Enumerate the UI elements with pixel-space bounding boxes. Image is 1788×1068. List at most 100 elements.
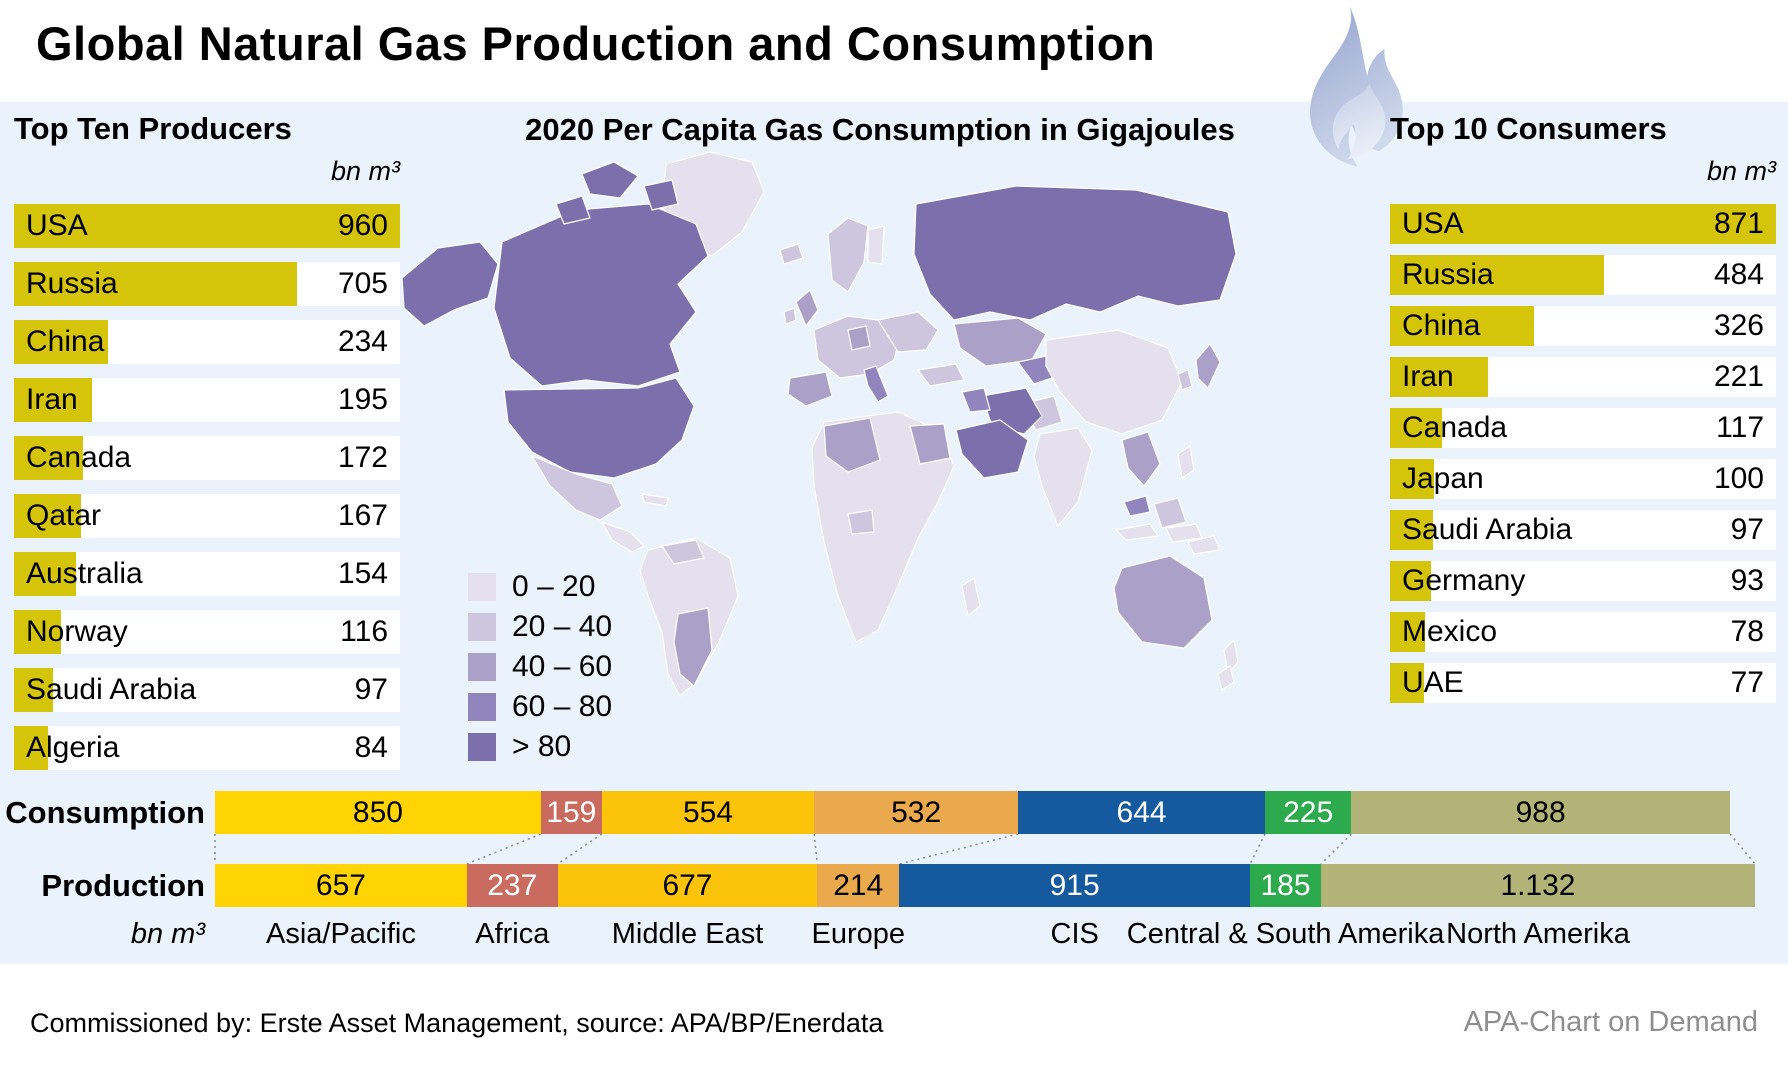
segment-value: 159 [546,795,597,829]
segment-value: 850 [352,795,403,829]
value-bar [14,262,298,306]
value-bar [1390,612,1425,652]
country-value: 78 [1730,615,1764,648]
region-segment-production: 185 [1250,864,1321,907]
producer-row: Australia 154 [14,552,400,596]
region-segment-consumption: 988 [1351,791,1731,834]
value-bar [14,552,76,596]
legend-swatch [468,612,496,641]
map-title: 2020 Per Capita Gas Consumption in Gigaj… [525,112,1235,147]
map-region-arctic-island-1 [581,161,639,199]
region-segment-consumption: 644 [1018,791,1266,834]
country-value: 326 [1713,309,1764,342]
map-region-argentina [673,607,713,687]
segment-connector-lines [214,834,1756,864]
legend-swatch [468,732,496,761]
region-segment-consumption: 554 [601,791,815,834]
map-region-iceland [779,243,804,265]
producer-row: USA 960 [14,204,400,248]
map-region-cuba [641,493,669,507]
brand-credit: APA-Chart on Demand [1463,1006,1758,1038]
value-bar [14,378,93,422]
producer-row: Qatar 167 [14,494,400,538]
country-value: 221 [1713,360,1764,393]
legend-label: 0 – 20 [512,569,596,603]
legend-item: 60 – 80 [468,690,612,723]
segment-value: 554 [682,795,734,829]
country-value: 84 [354,731,388,764]
consumer-row: UAE 77 [1390,663,1776,703]
legend-swatch [468,572,496,601]
connector-line [1729,834,1756,864]
producers-title: Top Ten Producers [14,111,292,146]
map-region-venezuela [661,539,705,565]
map-region-madagascar [961,577,981,617]
region-segment-consumption: 850 [215,791,541,834]
map-region-spain [787,371,833,407]
producer-row: Saudi Arabia 97 [14,668,400,712]
producer-row: Canada 172 [14,436,400,480]
region-segment-production: 237 [466,864,558,907]
map-region-philippines [1177,445,1195,479]
region-segment-production: 657 [215,864,467,907]
map-region-papua-new-guinea [1187,535,1221,555]
country-label: Russia [1402,258,1494,291]
map-region-turkey [917,363,965,387]
country-value: 117 [1716,411,1764,444]
region-label: Africa [475,918,550,950]
page-title: Global Natural Gas Production and Consum… [36,17,1156,70]
producer-row: Algeria 84 [14,726,400,770]
consumer-row: Germany 93 [1390,561,1776,601]
map-region-korea [1177,369,1193,391]
region-label: Central & South Amerika [1126,918,1445,950]
connector-line [813,834,819,864]
country-label: Iran [26,383,78,416]
map-region-new-zealand-south [1217,665,1235,691]
legend-label: 20 – 40 [512,609,613,643]
world-map-choropleth [401,151,1239,697]
region-segment-production: 677 [557,864,818,907]
consumption-stacked-bar: 850 159 554 532 644 225 988 [215,791,1731,834]
country-label: Canada [26,441,132,474]
map-region-indonesia-west [1115,523,1159,541]
country-label: Iran [1402,360,1454,393]
legend-item: > 80 [468,730,612,763]
country-value: 93 [1730,564,1764,597]
value-bar [1390,561,1432,601]
value-bar [14,494,82,538]
legend-swatch [468,692,496,721]
segment-value: 185 [1260,868,1311,902]
segment-value: 988 [1515,795,1566,829]
map-region-scandinavia [827,217,869,293]
country-value: 167 [337,499,388,532]
map-legend: 0 – 20 20 – 40 40 – 60 60 – 80 > 80 [468,569,613,772]
value-bar [1390,357,1488,397]
producer-row: Norway 116 [14,610,400,654]
segment-value: 214 [833,868,884,902]
connector-line [899,834,1019,864]
map-region-thailand-vietnam [1121,431,1161,487]
consumer-row: Japan 100 [1390,459,1776,499]
map-region-arctic-island-2 [643,179,679,211]
country-value: 172 [337,441,388,474]
map-region-japan [1195,343,1221,389]
producer-row: Iran 195 [14,378,400,422]
country-label: Mexico [1402,615,1498,648]
consumer-row: Canada 117 [1390,408,1776,448]
map-region-nigeria [847,509,875,535]
value-bar [1390,204,1776,244]
region-segment-production: 214 [817,864,900,907]
map-region-algeria [823,417,881,473]
map-region-central-america [601,521,645,553]
map-region-usa [503,377,695,479]
map-region-uk [795,289,819,327]
region-label: Middle East [611,918,764,950]
connector-line [466,834,542,864]
region-label: Asia/Pacific [265,918,416,950]
value-bar [1390,255,1605,295]
country-value: 97 [1730,513,1764,546]
segment-value: 237 [487,868,538,902]
country-value: 705 [337,267,388,300]
consumer-row: China 326 [1390,306,1776,346]
